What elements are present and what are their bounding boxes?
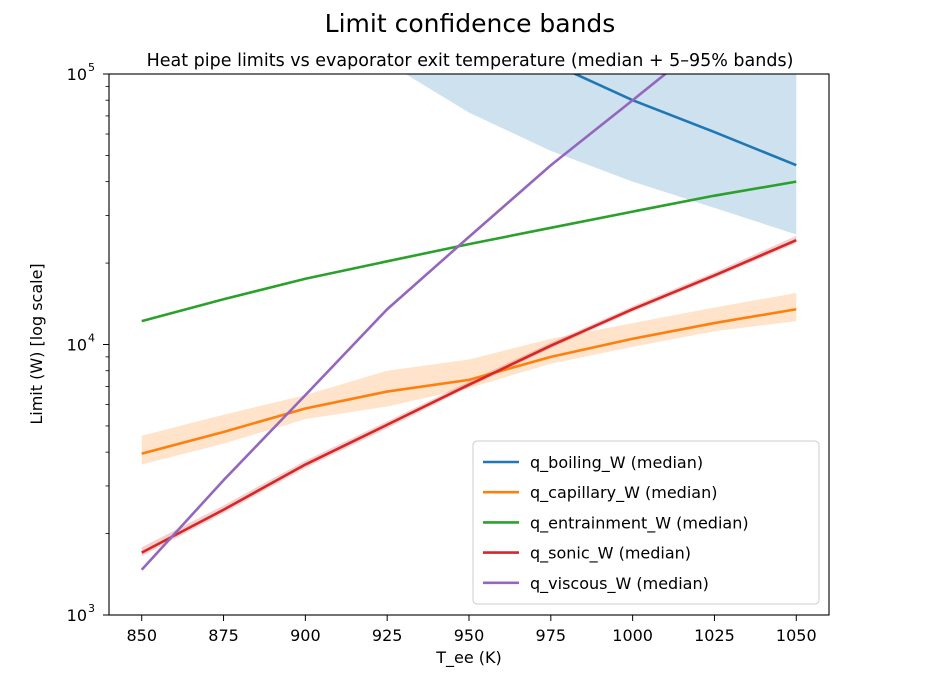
y-axis-label: Limit (W) [log scale] (27, 263, 46, 424)
x-axis-label: T_ee (K) (435, 648, 502, 668)
x-tick-label: 1000 (612, 626, 653, 645)
legend-label-q-viscous-w: q_viscous_W (median) (530, 574, 709, 594)
legend-label-q-sonic-w: q_sonic_W (median) (530, 544, 691, 564)
x-tick-label: 900 (290, 626, 321, 645)
legend: q_boiling_W (median) q_capillary_W (media… (472, 440, 820, 605)
q-entrainment-w-line (141, 180, 797, 323)
y-tick-exponent: 3 (88, 602, 95, 615)
chart-title: Heat pipe limits vs evaporator exit temp… (147, 51, 794, 71)
x-tick-label: 950 (454, 626, 485, 645)
x-tick-label: 975 (536, 626, 567, 645)
q-boiling-w-band (405, 74, 797, 235)
y-tick-label: 10 (67, 606, 87, 625)
legend-label-q-boiling-w: q_boiling_W (median) (530, 453, 703, 473)
x-tick-label: 850 (126, 626, 157, 645)
q-boiling-w-line (572, 74, 797, 167)
x-tick-label: 1025 (694, 626, 735, 645)
x-tick-label: 925 (372, 626, 403, 645)
chart-suptitle: Limit confidence bands (325, 9, 616, 38)
series-lines (140, 74, 797, 571)
y-tick-label: 10 (67, 336, 87, 355)
x-tick-label: 1050 (776, 626, 817, 645)
y-tick-exponent: 4 (88, 332, 95, 345)
q-sonic-w-line (141, 238, 797, 554)
legend-label-q-entrainment-w: q_entrainment_W (median) (530, 513, 749, 533)
x-axis: 850 875 900 925 950 975 1000 1025 1050 (126, 615, 817, 645)
q-viscous-w-line (140, 74, 668, 571)
y-tick-label: 10 (67, 65, 87, 84)
legend-label-q-capillary-w: q_capillary_W (median) (530, 483, 717, 503)
y-tick-exponent: 5 (88, 61, 95, 74)
q-capillary-w-line (141, 307, 797, 455)
legend-box (472, 440, 820, 605)
x-tick-label: 875 (208, 626, 239, 645)
